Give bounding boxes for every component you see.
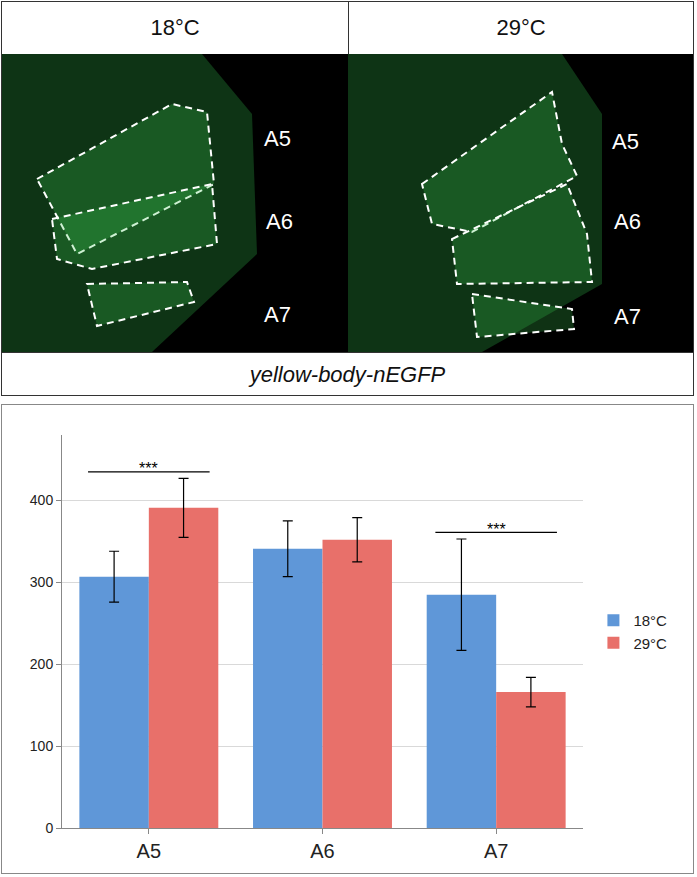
svg-text:***: ***	[487, 521, 506, 538]
html-text:18°C: 18°C	[150, 15, 200, 40]
svg-text:0: 0	[45, 820, 53, 836]
svg-text:A5: A5	[612, 129, 639, 154]
svg-text:200: 200	[30, 656, 54, 672]
svg-text:18°C: 18°C	[633, 612, 667, 629]
svg-text:A6: A6	[310, 840, 334, 862]
svg-text:A7: A7	[614, 304, 641, 329]
svg-text:A7: A7	[484, 840, 508, 862]
html-text:29°C: 29°C	[496, 15, 546, 40]
svg-text:A5: A5	[137, 840, 161, 862]
svg-text:A7: A7	[264, 302, 291, 327]
svg-text:***: ***	[139, 460, 158, 477]
svg-text:A6: A6	[614, 209, 641, 234]
svg-text:300: 300	[30, 574, 54, 590]
svg-text:A5: A5	[264, 126, 291, 151]
html-text:yellow-body-nEGFP: yellow-body-nEGFP	[249, 362, 446, 387]
svg-text:A6: A6	[266, 209, 293, 234]
svg-text:29°C: 29°C	[633, 635, 667, 652]
svg-text:100: 100	[30, 738, 54, 754]
svg-text:400: 400	[30, 492, 54, 508]
